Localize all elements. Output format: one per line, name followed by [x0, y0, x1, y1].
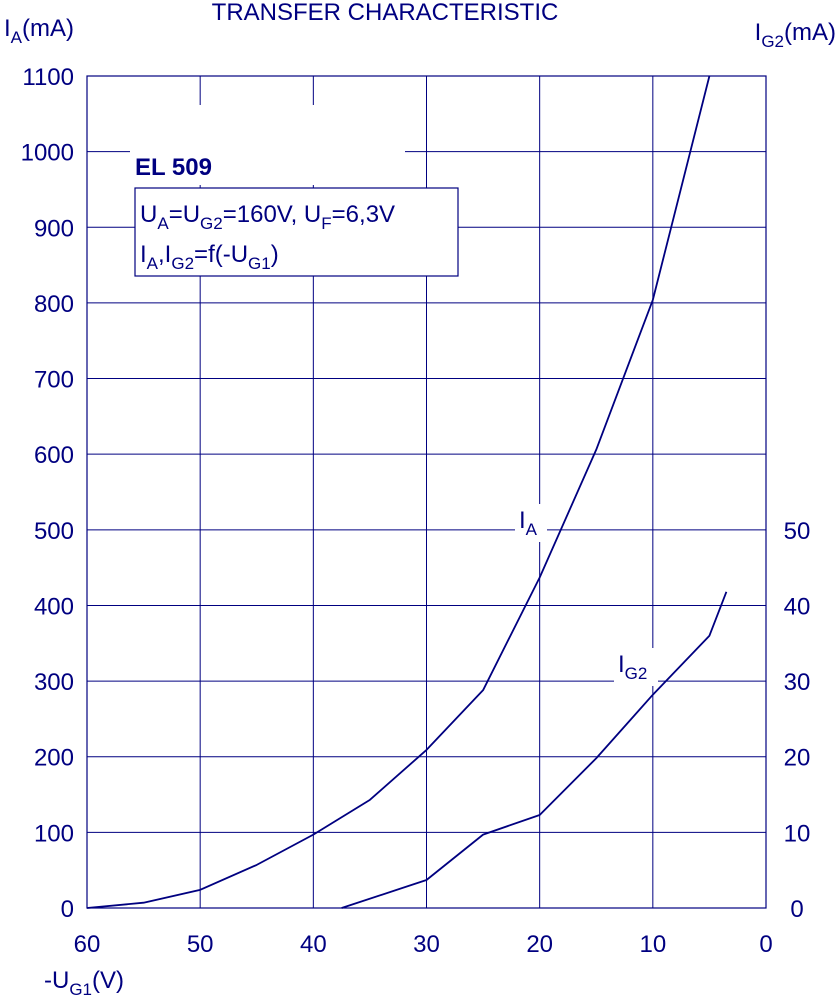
y-tick-label: 800 [34, 291, 74, 318]
series-label: IA [519, 507, 538, 539]
y-tick-label: 1000 [21, 140, 74, 167]
y-axis-label: IA(mA) [4, 15, 74, 47]
y-tick-label: 500 [34, 518, 74, 545]
text-part: I [519, 507, 526, 534]
x-tick-label: 30 [413, 931, 440, 958]
text-part: I [4, 15, 11, 42]
y2-axis-label: IG2(mA) [755, 19, 836, 51]
text-part: =f(-U [194, 241, 248, 268]
heading: EL 509 [135, 154, 212, 181]
chart-title: TRANSFER CHARACTERISTIC [212, 0, 559, 26]
subscript: G2 [200, 214, 223, 233]
text-part: I [140, 241, 147, 268]
subscript: G1 [248, 254, 271, 273]
subscript: A [526, 520, 538, 539]
series-line [86, 75, 711, 909]
text-part: ,I [158, 241, 171, 268]
text-part: -U [44, 967, 69, 994]
x-tick-label: 50 [187, 931, 214, 958]
subscript: A [11, 28, 23, 47]
x-tick-label: 10 [639, 931, 666, 958]
subscript: A [157, 214, 169, 233]
y-tick-label: 100 [34, 820, 74, 847]
subscript: G2 [625, 664, 648, 683]
heading-bg [130, 105, 405, 185]
x-tick-label: 0 [759, 931, 772, 958]
x-tick-label: 20 [526, 931, 553, 958]
text-part: =U [169, 201, 200, 228]
y2-tick-label: 0 [790, 896, 803, 923]
y2-tick-label: 20 [784, 745, 811, 772]
series-label: IG2 [618, 651, 647, 683]
text-part: I [618, 651, 625, 678]
y2-tick-label: 10 [784, 820, 811, 847]
series-line [341, 591, 728, 909]
subscript: G2 [171, 254, 194, 273]
y-tick-label: 0 [61, 896, 74, 923]
text-part: (mA) [784, 19, 836, 46]
text-part: ) [271, 241, 279, 268]
y-tick-label: 600 [34, 442, 74, 469]
text-part: I [755, 19, 762, 46]
y-tick-label: 900 [34, 215, 74, 242]
y-tick-label: 700 [34, 367, 74, 394]
y-tick-label: 1100 [22, 64, 74, 91]
text-part: (V) [92, 967, 124, 994]
series-label-bg [515, 504, 547, 542]
y2-tick-label: 30 [784, 669, 811, 696]
y-tick-label: 200 [34, 745, 74, 772]
conditions-box [134, 187, 459, 277]
y-tick-label: 300 [34, 669, 74, 696]
text-part: U [140, 201, 157, 228]
conditions-line: UA=UG2=160V, UF=6,3V [140, 201, 395, 233]
text-part: (mA) [22, 15, 74, 42]
subscript: G1 [69, 980, 92, 998]
subscript: F [321, 214, 331, 233]
text-part: =160V, U [223, 201, 322, 228]
x-tick-label: 40 [300, 931, 327, 958]
subscript: G2 [761, 32, 784, 51]
x-tick-label: 60 [74, 931, 101, 958]
y2-tick-label: 40 [784, 593, 811, 620]
y2-tick-label: 50 [784, 518, 811, 545]
text-part: =6,3V [332, 201, 395, 228]
conditions-line: IA,IG2=f(-UG1) [140, 241, 279, 273]
subscript: A [147, 254, 159, 273]
x-axis-label: -UG1(V) [44, 967, 124, 998]
series-label-bg [614, 648, 658, 686]
y-tick-label: 400 [34, 593, 74, 620]
